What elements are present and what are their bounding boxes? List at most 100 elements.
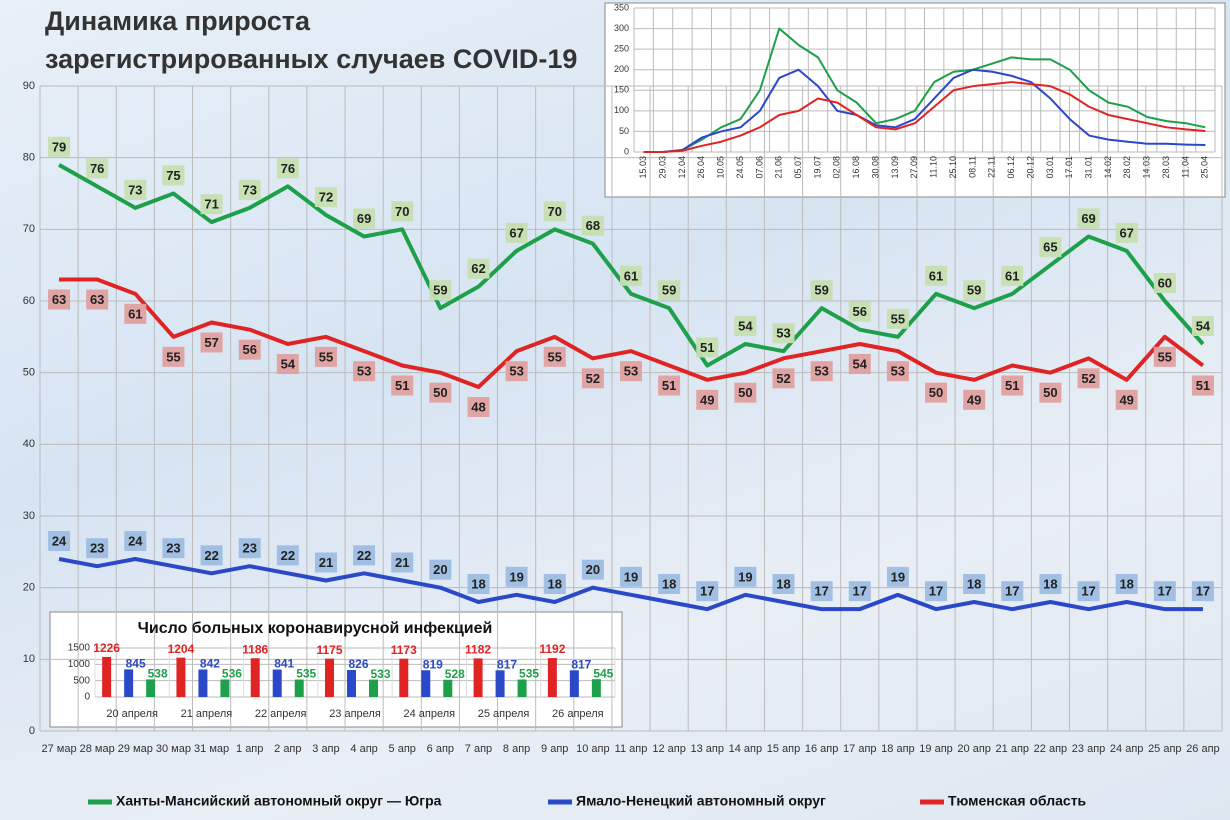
bar xyxy=(176,657,186,697)
x-tick-label: 18 апр xyxy=(881,743,914,755)
x-tick-label: 9 апр xyxy=(541,743,568,755)
x-tick-label: 25.10 xyxy=(948,156,958,179)
data-label-box xyxy=(238,538,261,559)
data-label: 69 xyxy=(1081,211,1095,226)
x-tick-label: 23 апр xyxy=(1072,743,1105,755)
y-tick-label: 10 xyxy=(23,653,35,665)
data-label-box xyxy=(86,289,109,310)
data-label-box xyxy=(238,179,261,200)
data-label: 57 xyxy=(204,335,218,350)
x-tick-label: 19 апр xyxy=(919,743,952,755)
data-label: 826 xyxy=(348,657,368,671)
data-label: 1175 xyxy=(316,643,342,657)
legend-label: Ямало-Ненецкий автономный округ xyxy=(576,793,826,809)
data-label-box xyxy=(543,574,566,594)
x-tick-label: 16 апр xyxy=(805,743,838,755)
data-label-box xyxy=(1001,375,1024,396)
data-label: 76 xyxy=(90,161,104,176)
data-label: 50 xyxy=(929,385,943,400)
data-label: 23 xyxy=(166,541,180,556)
data-label-box xyxy=(467,258,490,279)
data-label: 49 xyxy=(967,392,981,407)
data-label-box xyxy=(963,280,986,301)
data-label: 53 xyxy=(776,326,790,341)
x-tick-label: 22 апреля xyxy=(255,708,307,720)
data-label: 19 xyxy=(624,569,638,584)
data-label: 817 xyxy=(497,657,517,671)
data-label-box xyxy=(543,201,566,222)
data-label-box xyxy=(1153,346,1176,367)
x-tick-label: 31 мар xyxy=(194,743,229,755)
data-label: 54 xyxy=(738,318,753,333)
data-label-box xyxy=(353,361,376,382)
data-label-box xyxy=(581,368,604,389)
x-tick-label: 26 апреля xyxy=(552,708,604,720)
x-tick-label: 12 апр xyxy=(652,743,685,755)
data-label-box xyxy=(734,316,757,336)
data-label-box xyxy=(162,165,185,186)
data-label-box xyxy=(86,538,109,559)
data-label-box xyxy=(505,566,528,587)
data-label: 70 xyxy=(395,204,409,219)
data-label: 59 xyxy=(814,283,828,298)
data-label: 49 xyxy=(700,392,714,407)
x-tick-label: 28 мар xyxy=(80,743,115,755)
x-tick-label: 27.09 xyxy=(909,156,919,179)
data-label-box xyxy=(467,574,490,594)
series-line xyxy=(643,68,1206,153)
data-label: 67 xyxy=(1119,225,1133,240)
series-line xyxy=(58,557,1203,612)
bar xyxy=(517,679,527,697)
x-tick-label: 11.04 xyxy=(1180,156,1190,178)
data-label: 535 xyxy=(296,667,316,681)
x-tick-label: 25.04 xyxy=(1200,156,1210,179)
data-label-box xyxy=(886,361,909,382)
series-line xyxy=(643,27,1206,153)
data-label: 18 xyxy=(776,576,790,591)
data-label-box xyxy=(886,308,909,329)
x-tick-label: 29 мар xyxy=(118,743,153,755)
data-label: 19 xyxy=(509,569,523,584)
data-label-box xyxy=(810,280,833,301)
x-tick-label: 15 апр xyxy=(767,743,800,755)
series-line xyxy=(58,163,1205,368)
data-label: 22 xyxy=(204,548,218,563)
data-label: 51 xyxy=(1005,378,1019,393)
data-label: 53 xyxy=(357,364,371,379)
data-label: 533 xyxy=(370,667,390,681)
data-label-box xyxy=(620,265,642,286)
data-label: 61 xyxy=(624,268,638,283)
data-label-box xyxy=(620,566,642,587)
data-label: 49 xyxy=(1119,392,1133,407)
data-label: 79 xyxy=(52,139,66,154)
y-tick-label: 90 xyxy=(23,80,35,92)
data-label: 55 xyxy=(1158,349,1172,364)
bar xyxy=(294,679,304,697)
data-label: 53 xyxy=(814,364,828,379)
data-label: 55 xyxy=(548,349,562,364)
x-tick-label: 2 апр xyxy=(274,743,301,755)
data-label-box xyxy=(124,179,147,200)
y-tick-label: 250 xyxy=(614,44,629,54)
data-label: 1226 xyxy=(93,641,120,655)
data-label: 538 xyxy=(148,667,168,681)
data-label: 528 xyxy=(445,667,465,681)
data-label-box xyxy=(810,581,833,602)
x-tick-label: 22.11 xyxy=(987,156,997,178)
data-label: 75 xyxy=(166,168,180,183)
data-label-box xyxy=(124,531,147,551)
data-label-box xyxy=(1191,581,1214,602)
data-label: 17 xyxy=(1005,584,1019,599)
data-label: 50 xyxy=(738,385,752,400)
data-label-box xyxy=(772,574,795,594)
data-label-box xyxy=(314,346,337,367)
data-label: 52 xyxy=(776,371,790,386)
data-label: 535 xyxy=(519,667,539,681)
bar xyxy=(495,670,505,697)
x-tick-label: 19.07 xyxy=(812,156,822,179)
data-label-box xyxy=(1191,316,1214,336)
bar xyxy=(473,658,483,697)
x-tick-label: 17.01 xyxy=(1064,156,1074,179)
data-label-box xyxy=(620,361,642,382)
bar xyxy=(421,670,431,697)
